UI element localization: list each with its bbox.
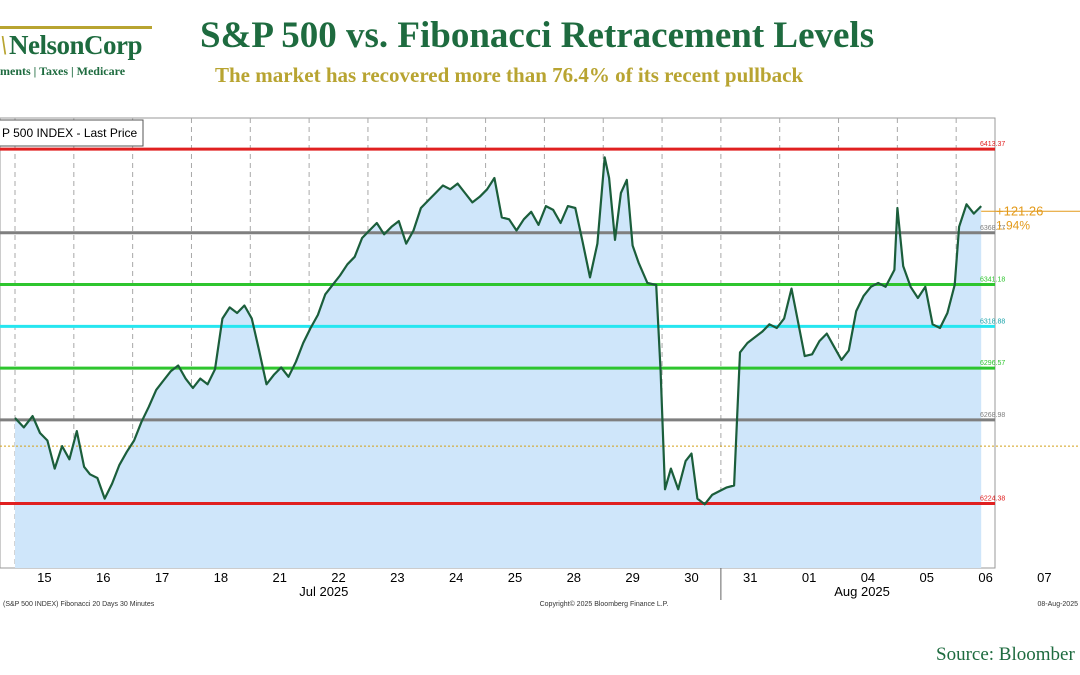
logo: \NelsonCorp [0, 30, 143, 61]
fib-level-label: 6224.38 [980, 496, 1005, 503]
x-tick-label: 17 [155, 570, 169, 585]
month-label-jul: Jul 2025 [299, 584, 348, 599]
chart-footer-left: (S&P 500 INDEX) Fibonacci 20 Days 30 Min… [3, 601, 155, 608]
legend-box [0, 119, 144, 147]
logo-mark-icon: \ [0, 30, 8, 60]
x-tick-label: 28 [567, 570, 581, 585]
x-tick-label: 01 [802, 570, 816, 585]
price-line [14, 156, 982, 506]
legend-label: P 500 INDEX - Last Price [2, 126, 137, 140]
x-tick-label: 24 [449, 570, 463, 585]
fib-level-label: 6296.57 [980, 360, 1005, 367]
change-abs-label: +121.26 [996, 203, 1043, 218]
change-pct-label: 1.94% [996, 218, 1030, 232]
x-tick-label: 31 [743, 570, 757, 585]
x-tick-label: 16 [96, 570, 110, 585]
x-tick-label: 25 [508, 570, 522, 585]
x-tick-label: 30 [684, 570, 698, 585]
logo-tagline: ments | Taxes | Medicare [0, 64, 126, 78]
x-tick-label: 15 [37, 570, 51, 585]
fib-level-label: 6413.37 [980, 141, 1005, 148]
x-tick-label: 21 [272, 570, 286, 585]
x-tick-label: 29 [625, 570, 639, 585]
month-label-aug: Aug 2025 [834, 584, 890, 599]
logo-bar [0, 26, 152, 29]
chart-footer-right: 08-Aug-2025 [1038, 601, 1079, 608]
x-tick-label: 06 [978, 570, 992, 585]
page-title: S&P 500 vs. Fibonacci Retracement Levels [200, 15, 875, 56]
x-tick-label: 22 [331, 570, 345, 585]
x-tick-label: 05 [920, 570, 934, 585]
source-note: Source: Bloomber [936, 644, 1075, 665]
price-area [15, 157, 982, 568]
fib-level-label: 6368.77 [980, 225, 1005, 232]
x-tick-label: 23 [390, 570, 404, 585]
logo-name: NelsonCorp [9, 30, 143, 60]
fib-level-label: 6341.18 [980, 277, 1005, 284]
x-tick-label: 04 [861, 570, 875, 585]
page-subtitle: The market has recovered more than 76.4%… [215, 63, 804, 87]
fib-level-label: 6318.88 [980, 318, 1005, 325]
chart-footer-center: Copyright© 2025 Bloomberg Finance L.P. [540, 600, 669, 608]
x-tick-label: 07 [1037, 570, 1051, 585]
fib-level-label: 6268.98 [980, 412, 1005, 419]
x-tick-label: 18 [214, 570, 228, 585]
